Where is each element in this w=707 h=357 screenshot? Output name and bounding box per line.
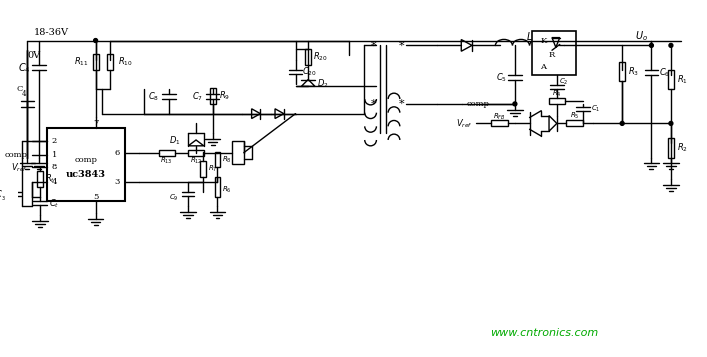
Text: $C_8$: $C_8$	[148, 91, 159, 103]
Text: $C_7$: $C_7$	[192, 91, 203, 103]
Text: 4: 4	[21, 90, 26, 98]
Text: $R_t$: $R_t$	[45, 173, 55, 185]
Text: *: *	[370, 40, 376, 50]
Circle shape	[669, 44, 673, 47]
Polygon shape	[188, 140, 204, 146]
Circle shape	[650, 44, 653, 47]
Text: *: *	[399, 99, 404, 109]
Text: $R_{10}$: $R_{10}$	[118, 56, 133, 68]
Bar	[93, 54, 98, 70]
Circle shape	[513, 102, 517, 106]
Circle shape	[669, 121, 673, 125]
Bar	[619, 62, 625, 81]
Text: $V_{ref}$: $V_{ref}$	[457, 117, 473, 130]
Text: $R_8$: $R_8$	[223, 154, 232, 165]
Text: www.cntronics.com: www.cntronics.com	[490, 328, 598, 338]
Text: A: A	[540, 63, 547, 71]
Text: $C_5$: $C_5$	[496, 71, 507, 84]
Bar	[305, 49, 311, 65]
Text: *: *	[370, 99, 376, 109]
Bar	[532, 31, 576, 75]
Text: $C_2$: $C_2$	[559, 76, 568, 87]
Text: 0V: 0V	[28, 51, 40, 60]
Text: $U_o$: $U_o$	[635, 29, 648, 42]
Text: $C$: $C$	[0, 188, 3, 199]
Bar	[549, 98, 565, 104]
Polygon shape	[252, 109, 260, 119]
Text: $C_t$: $C_t$	[49, 197, 59, 210]
Text: $D_1$: $D_1$	[169, 135, 180, 147]
Bar	[107, 54, 113, 70]
Text: $D_2$: $D_2$	[317, 77, 329, 90]
Text: K: K	[540, 36, 547, 45]
Text: C: C	[16, 85, 23, 93]
Bar	[214, 177, 221, 197]
Text: comp: comp	[4, 151, 28, 159]
Text: $R_{13}$: $R_{13}$	[160, 155, 173, 166]
Text: $R_6$: $R_6$	[223, 185, 232, 195]
Bar	[232, 141, 244, 164]
Bar	[491, 120, 508, 126]
Text: $C_9$: $C_9$	[169, 192, 178, 203]
Polygon shape	[275, 109, 284, 119]
Text: $R_7$: $R_7$	[208, 164, 217, 174]
Polygon shape	[461, 40, 472, 51]
Text: $R_2$: $R_2$	[677, 141, 688, 154]
Text: 3: 3	[115, 178, 120, 186]
Text: $R_9$: $R_9$	[219, 90, 230, 102]
Text: $R_1$: $R_1$	[677, 73, 688, 86]
Text: $C_{20}$: $C_{20}$	[303, 65, 317, 78]
Text: 1: 1	[52, 151, 57, 159]
Text: *: *	[399, 40, 404, 50]
Text: $_3$: $_3$	[1, 194, 6, 203]
Polygon shape	[552, 37, 560, 47]
Text: $R_{12}$: $R_{12}$	[189, 155, 202, 166]
Text: 8: 8	[52, 163, 57, 171]
Text: $R_{20}$: $R_{20}$	[313, 51, 328, 63]
Text: $C_1$: $C_1$	[591, 104, 600, 114]
Text: 6: 6	[115, 149, 120, 157]
Polygon shape	[549, 116, 557, 131]
Bar	[214, 152, 221, 167]
Text: 18-36V: 18-36V	[34, 28, 69, 37]
Bar	[668, 70, 674, 89]
Text: 5: 5	[93, 192, 98, 201]
Text: R: R	[549, 51, 555, 59]
Text: $R_5$: $R_5$	[570, 111, 579, 121]
Bar	[37, 171, 43, 187]
Text: $V_{ref}$: $V_{ref}$	[11, 161, 28, 174]
Bar	[566, 120, 583, 126]
Text: 4: 4	[52, 178, 57, 186]
Bar	[668, 138, 674, 157]
Text: uc3843: uc3843	[66, 170, 106, 178]
Polygon shape	[301, 80, 315, 86]
Circle shape	[93, 39, 98, 42]
Bar	[188, 150, 204, 156]
Bar	[159, 150, 175, 156]
Text: $R_{11}$: $R_{11}$	[74, 56, 89, 68]
Bar	[210, 88, 216, 104]
Circle shape	[620, 121, 624, 125]
Text: $C_4$: $C_4$	[18, 61, 31, 75]
Text: $R_4$: $R_4$	[552, 89, 561, 99]
Text: $R_3$: $R_3$	[628, 65, 639, 78]
Text: comp: comp	[74, 156, 98, 165]
Text: $L$: $L$	[526, 30, 533, 42]
Text: 2: 2	[52, 137, 57, 145]
Bar	[47, 128, 125, 201]
Text: 7: 7	[93, 119, 98, 127]
Text: $R_{FB}$: $R_{FB}$	[493, 111, 506, 122]
Text: $C_6$: $C_6$	[659, 66, 670, 79]
Text: comp: comp	[466, 100, 489, 108]
Bar	[200, 161, 206, 177]
